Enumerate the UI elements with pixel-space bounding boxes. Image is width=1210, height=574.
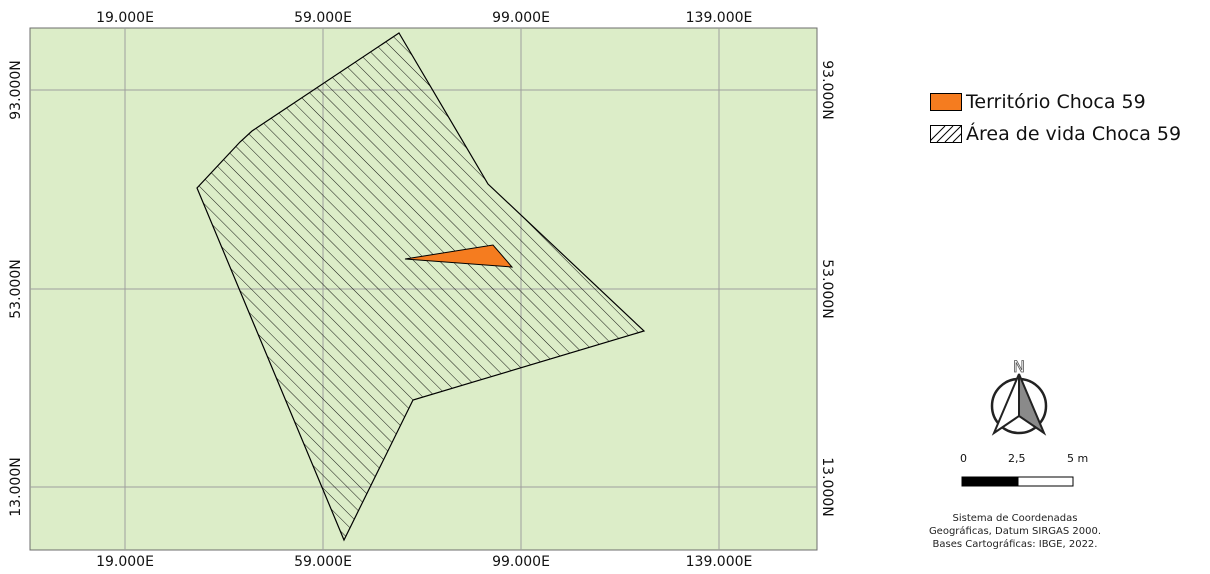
north-label: N xyxy=(1013,357,1025,376)
credits-line: Bases Cartográficas: IBGE, 2022. xyxy=(932,539,1098,550)
x-tick-label-bottom: 99.000E xyxy=(492,554,550,570)
x-tick-label-top: 59.000E xyxy=(294,10,352,26)
y-tick-label-right: 53.000N xyxy=(819,259,835,318)
y-tick-label-right: 93.000N xyxy=(819,60,835,119)
y-tick-label-left: 93.000N xyxy=(8,60,24,119)
legend-label-home-range: Área de vida Choca 59 xyxy=(966,123,1182,145)
y-tick-label-right: 13.000N xyxy=(819,457,835,516)
legend-item-territory: Território Choca 59 xyxy=(930,86,1181,118)
scale-bar-labels: 0 2,5 5 m xyxy=(955,452,1095,468)
scale-bar xyxy=(961,476,1074,487)
legend-item-home-range: Área de vida Choca 59 xyxy=(930,118,1181,150)
x-tick-label-top: 139.000E xyxy=(686,10,753,26)
x-tick-label-bottom: 139.000E xyxy=(686,554,753,570)
scale-label-0: 0 xyxy=(960,452,967,465)
territory-polygon[interactable] xyxy=(404,244,514,268)
home-range-swatch xyxy=(930,125,962,143)
scale-bar-black-segment xyxy=(961,476,1019,487)
scale-label-end: 5 m xyxy=(1067,452,1089,465)
legend-label-territory: Território Choca 59 xyxy=(966,91,1146,113)
x-tick-label-top: 19.000E xyxy=(96,10,154,26)
credits-line: Sistema de Coordenadas xyxy=(952,513,1078,524)
legend: Território Choca 59 Área de vida Choca 5… xyxy=(930,86,1181,150)
north-arrow-icon: N xyxy=(990,357,1048,436)
y-tick-label-left: 53.000N xyxy=(8,259,24,318)
x-tick-label-top: 99.000E xyxy=(492,10,550,26)
x-tick-label-bottom: 19.000E xyxy=(96,554,154,570)
map-credits: Sistema de Coordenadas Geográficas, Datu… xyxy=(905,512,1125,551)
scale-bar-white-segment xyxy=(1017,476,1074,487)
credits-line: Geográficas, Datum SIRGAS 2000. xyxy=(928,526,1102,537)
x-tick-label-bottom: 59.000E xyxy=(294,554,352,570)
territory-swatch xyxy=(930,93,962,111)
home-range-polygon[interactable] xyxy=(196,32,646,542)
y-tick-label-left: 13.000N xyxy=(8,457,24,516)
scale-label-mid: 2,5 xyxy=(1008,452,1026,465)
